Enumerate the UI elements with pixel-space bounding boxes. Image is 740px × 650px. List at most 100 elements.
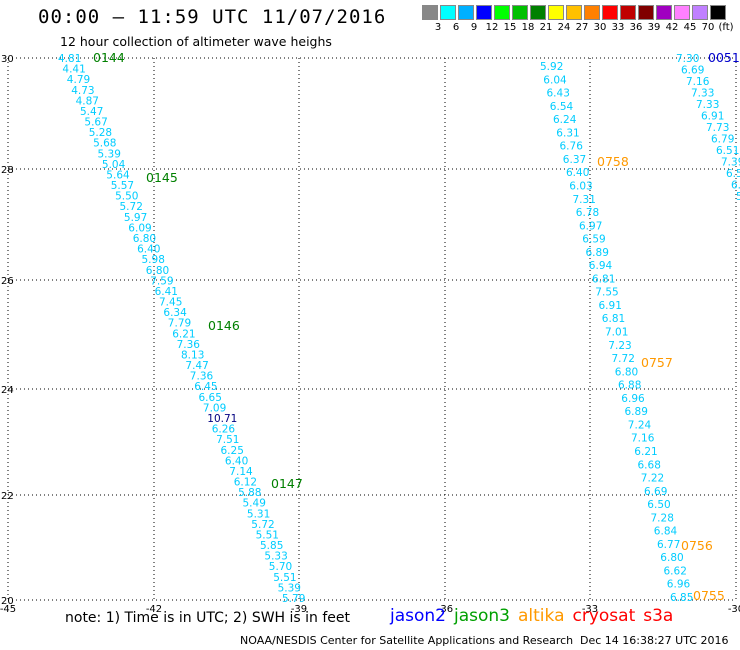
y-tick-label: 30 <box>1 54 14 65</box>
scale-label: 3 <box>434 22 442 33</box>
y-tick-label: 26 <box>1 276 14 287</box>
y-tick-label: 22 <box>1 491 14 502</box>
wave-height-value: 6.45 <box>194 381 217 393</box>
wave-height-value: 6.78 <box>576 207 599 219</box>
wave-height-value: 6.03 <box>569 181 592 193</box>
wave-height-value: 10.71 <box>207 413 237 425</box>
wave-height-value: 6.79 <box>711 134 734 146</box>
wave-height-value: 6.40 <box>225 455 248 467</box>
satellite-legend-item: altika <box>518 606 565 626</box>
wave-height-value: 6.40 <box>137 244 160 256</box>
wave-height-value: 6.80 <box>146 265 169 277</box>
wave-height-value: 7.72 <box>612 353 635 365</box>
credit-text: NOAA/NESDIS Center for Satellite Applica… <box>240 634 574 647</box>
scale-label: 6 <box>452 22 460 33</box>
wave-height-value: 5.28 <box>89 127 112 139</box>
wave-height-value: 6.12 <box>234 477 257 489</box>
wave-height-value: 6.91 <box>701 111 724 123</box>
wave-height-value: 5.85 <box>260 540 283 552</box>
satellite-legend-item: jason3 <box>454 606 510 626</box>
scale-label: 42 <box>665 22 679 33</box>
generated-timestamp: Dec 14 16:38:27 UTC 2016 <box>580 634 729 647</box>
scale-swatch <box>584 5 600 20</box>
map-subtitle: 12 hour collection of altimeter wave hei… <box>60 34 332 49</box>
wave-height-value: 6.41 <box>155 286 178 298</box>
y-tick-label: 24 <box>1 385 14 396</box>
wave-height-value: 7.39 <box>721 157 740 169</box>
wave-height-value: 4.79 <box>67 74 90 86</box>
scale-swatch <box>440 5 456 20</box>
wave-height-value: 7.45 <box>159 297 182 309</box>
x-tick-label: -42 <box>146 604 162 615</box>
wave-height-value: 5.51 <box>273 572 296 584</box>
wave-height-value: 5.97 <box>124 212 147 224</box>
wave-height-value: 6.96 <box>667 579 691 591</box>
scale-label: 21 <box>539 22 553 33</box>
wave-height-value: 7.30 <box>676 53 699 65</box>
wave-height-value: 7.16 <box>686 76 710 88</box>
pass-time-label: 0146 <box>208 318 240 333</box>
scale-label: 30 <box>593 22 607 33</box>
wave-height-value: 6.26 <box>212 424 236 436</box>
wave-height-value: 6.94 <box>589 260 613 272</box>
scale-label: 33 <box>611 22 625 33</box>
scale-swatch <box>692 5 708 20</box>
wave-height-value: 6.69 <box>681 65 704 77</box>
wave-height-value: 6.59 <box>582 234 605 246</box>
scale-swatch <box>512 5 528 20</box>
scale-label: 27 <box>575 22 589 33</box>
scale-label: 18 <box>521 22 535 33</box>
wave-height-value: 6.76 <box>560 141 584 153</box>
wave-height-value: 7.14 <box>229 466 253 478</box>
wave-height-value: 8.13 <box>181 350 204 362</box>
wave-height-value: 5.49 <box>243 498 266 510</box>
satellite-legend-item: cryosat <box>572 606 636 626</box>
scale-label: 45 <box>683 22 697 33</box>
x-tick-label: -33 <box>582 604 598 615</box>
scale-swatch <box>548 5 564 20</box>
pass-time-label: 0755 <box>693 588 725 603</box>
wave-height-value: 5.88 <box>238 487 261 499</box>
wave-height-value: 7.33 <box>696 99 719 111</box>
wave-height-value: 7.55 <box>595 287 618 299</box>
wave-height-value: 7.22 <box>641 473 664 485</box>
x-tick-label: -39 <box>291 604 307 615</box>
pass-time-label: 0051 <box>708 50 740 65</box>
wave-height-value: 6.51 <box>716 145 739 157</box>
wave-height-value: 6.80 <box>615 366 638 378</box>
scale-swatch <box>620 5 636 20</box>
wave-height-value: 7.73 <box>706 122 729 134</box>
scale-swatch <box>530 5 546 20</box>
x-tick-label: -45 <box>0 604 16 615</box>
wave-height-value: 6.69 <box>644 486 667 498</box>
wave-height-value: 7.79 <box>168 318 191 330</box>
scale-swatch <box>602 5 618 20</box>
pass-time-label: 0145 <box>146 170 178 185</box>
wave-height-value: 7.36 <box>177 339 201 351</box>
wave-height-value: 6.09 <box>128 222 151 234</box>
scale-swatch <box>674 5 690 20</box>
scale-swatch <box>638 5 654 20</box>
pass-time-label: 0147 <box>271 476 303 491</box>
wave-height-value: 5.72 <box>120 201 143 213</box>
wave-height-value: 7.28 <box>651 512 674 524</box>
wave-height-value: 6.04 <box>543 74 567 86</box>
wave-height-value: 6.84 <box>654 526 678 538</box>
wave-height-value: 4.81 <box>58 53 81 65</box>
wave-height-value: 5.67 <box>84 117 107 129</box>
scale-swatch <box>476 5 492 20</box>
wave-height-value: 5.33 <box>264 551 287 563</box>
wave-height-value: 6.5 <box>726 168 740 180</box>
y-tick-label: 20 <box>1 596 14 607</box>
wave-height-value: 7.01 <box>605 327 628 339</box>
wave-height-value: 6.85 <box>670 592 693 604</box>
scale-label: 36 <box>629 22 643 33</box>
wave-height-value: 6.77 <box>657 539 680 551</box>
scale-label: 70 <box>701 22 715 33</box>
wave-height-value: 5.31 <box>247 508 270 520</box>
wave-height-value: 6.65 <box>199 392 222 404</box>
wave-height-value: 7.24 <box>628 419 652 431</box>
satellite-legend-item: jason2 <box>390 606 446 626</box>
wave-height-value: 5.64 <box>106 170 130 182</box>
wave-height-value: 5 <box>736 191 740 203</box>
